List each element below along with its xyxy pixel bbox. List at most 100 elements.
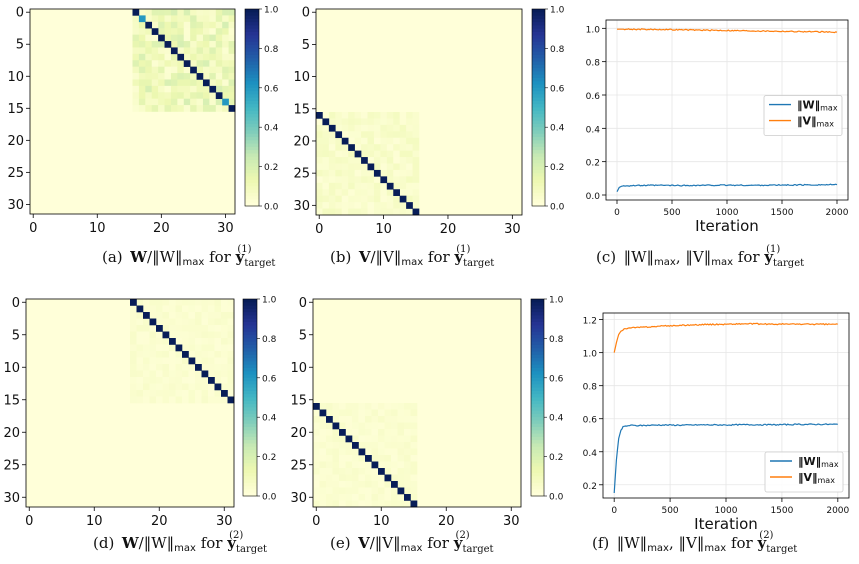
y-tick-label: 0.6 [583,416,598,426]
heatmap-cell [410,468,418,475]
heatmap-cell [332,474,340,482]
heatmap-cell [378,461,385,469]
colorbar-segment [531,338,544,343]
colorbar-segment [245,51,259,56]
colorbar-tick-label: 0.4 [264,124,279,134]
heatmap-cell [386,169,394,177]
heatmap-cell [345,487,353,495]
colorbar-segment [243,305,257,310]
colorbar-segment [531,492,544,497]
colorbar-segment [532,114,545,118]
heatmap-cell [397,494,405,501]
legend-sub: max [820,104,838,113]
heatmap-cell [143,318,150,326]
heatmap-cell [354,144,362,151]
heatmap-cell [352,416,359,423]
heatmap-cell [352,487,359,495]
heatmap-cell [378,403,385,410]
y-tick-label: 25 [3,458,20,473]
colorbar-segment [531,413,544,418]
heatmap-cell [410,448,418,456]
heatmap-cell [228,15,236,23]
colorbar-segment [531,361,544,366]
heatmap-cell [214,396,222,404]
legend-entry: ‖W‖max [797,99,838,113]
heatmap-cell [209,9,217,16]
heatmap-cell [183,28,191,35]
heatmap-cell [378,481,385,488]
heatmap-cell [208,357,215,365]
x-axis-label: Iteration [694,515,758,533]
heatmap-cell [393,131,400,139]
heatmap-cell [214,331,222,339]
heatmap-cell [348,202,355,209]
heatmap-cell [170,15,178,23]
heatmap-cell [164,9,172,16]
figure-caption: (a) W/‖W‖max for ytarget (1) [102,244,275,269]
heatmap-cell [412,157,420,164]
heatmap-cell [378,435,385,443]
heatmap-frame [29,8,236,215]
x-tick-label: 0 [315,222,323,237]
heatmap-cell [227,370,235,378]
heatmap-cell [136,299,144,306]
heatmap-cell [345,422,353,430]
caption-target: y [226,534,237,552]
heatmap-cell [358,468,366,475]
heatmap-cell [190,105,197,112]
heatmap-cell [188,344,196,352]
heatmap-cell [188,383,196,391]
heatmap-cell [222,85,229,93]
heatmap-cell [182,331,189,339]
heatmap-cell [196,28,204,35]
colorbar-segment [531,348,544,353]
heatmap-cell [227,357,235,365]
heatmap-cell [130,338,137,345]
heatmap-cell [326,494,333,501]
colorbar-segment [243,473,257,477]
heatmap-cell [339,448,346,456]
heatmap-cell [399,144,407,151]
heatmap-cell [341,150,349,158]
colorbar-frame [244,8,260,207]
heatmap-cell [228,66,236,74]
heatmap-cell [335,176,343,184]
heatmap-cell [384,409,392,417]
heatmap-cell [313,455,320,462]
heatmap-cell [354,202,362,209]
heatmap-cell [380,208,388,216]
heatmap-cell [404,474,411,482]
heatmap-cell [183,15,191,23]
y-tick-label: 25 [7,166,24,181]
heatmap-cell [313,468,320,475]
heatmap-diagonal-cell [373,169,381,177]
colorbar-segment [531,486,544,490]
colorbar-segment [243,351,257,356]
heatmap-cell [164,60,172,67]
heatmap-cell [322,131,330,139]
heatmap-diagonal-cell [397,487,405,495]
colorbar-segment [531,371,544,376]
colorbar-segment [531,433,544,438]
heatmap-cell [158,15,165,23]
figure-caption: (b) V/‖V‖max for ytarget (1) [330,244,494,269]
heatmap-cell [345,468,353,475]
colorbar-segment [245,169,259,174]
heatmap-cell [406,124,413,132]
heatmap-cell [175,312,183,319]
heatmap-cell [397,500,405,508]
heatmap-cell [341,124,349,132]
heatmap-cell [208,390,215,397]
legend-name: ‖V‖ [797,115,817,128]
heatmap-cell [145,92,153,99]
heatmap-cell [373,163,381,171]
colorbar-segment [532,143,545,148]
colorbar-segment [531,344,544,349]
heatmap-cell [348,176,355,184]
heatmap-cell [348,112,355,119]
heatmap-cell [393,202,400,209]
heatmap-cell [391,494,398,501]
colorbar-tick-label: 0.2 [550,163,564,173]
heatmap-cell [341,157,349,164]
heatmap-cell [326,455,333,462]
